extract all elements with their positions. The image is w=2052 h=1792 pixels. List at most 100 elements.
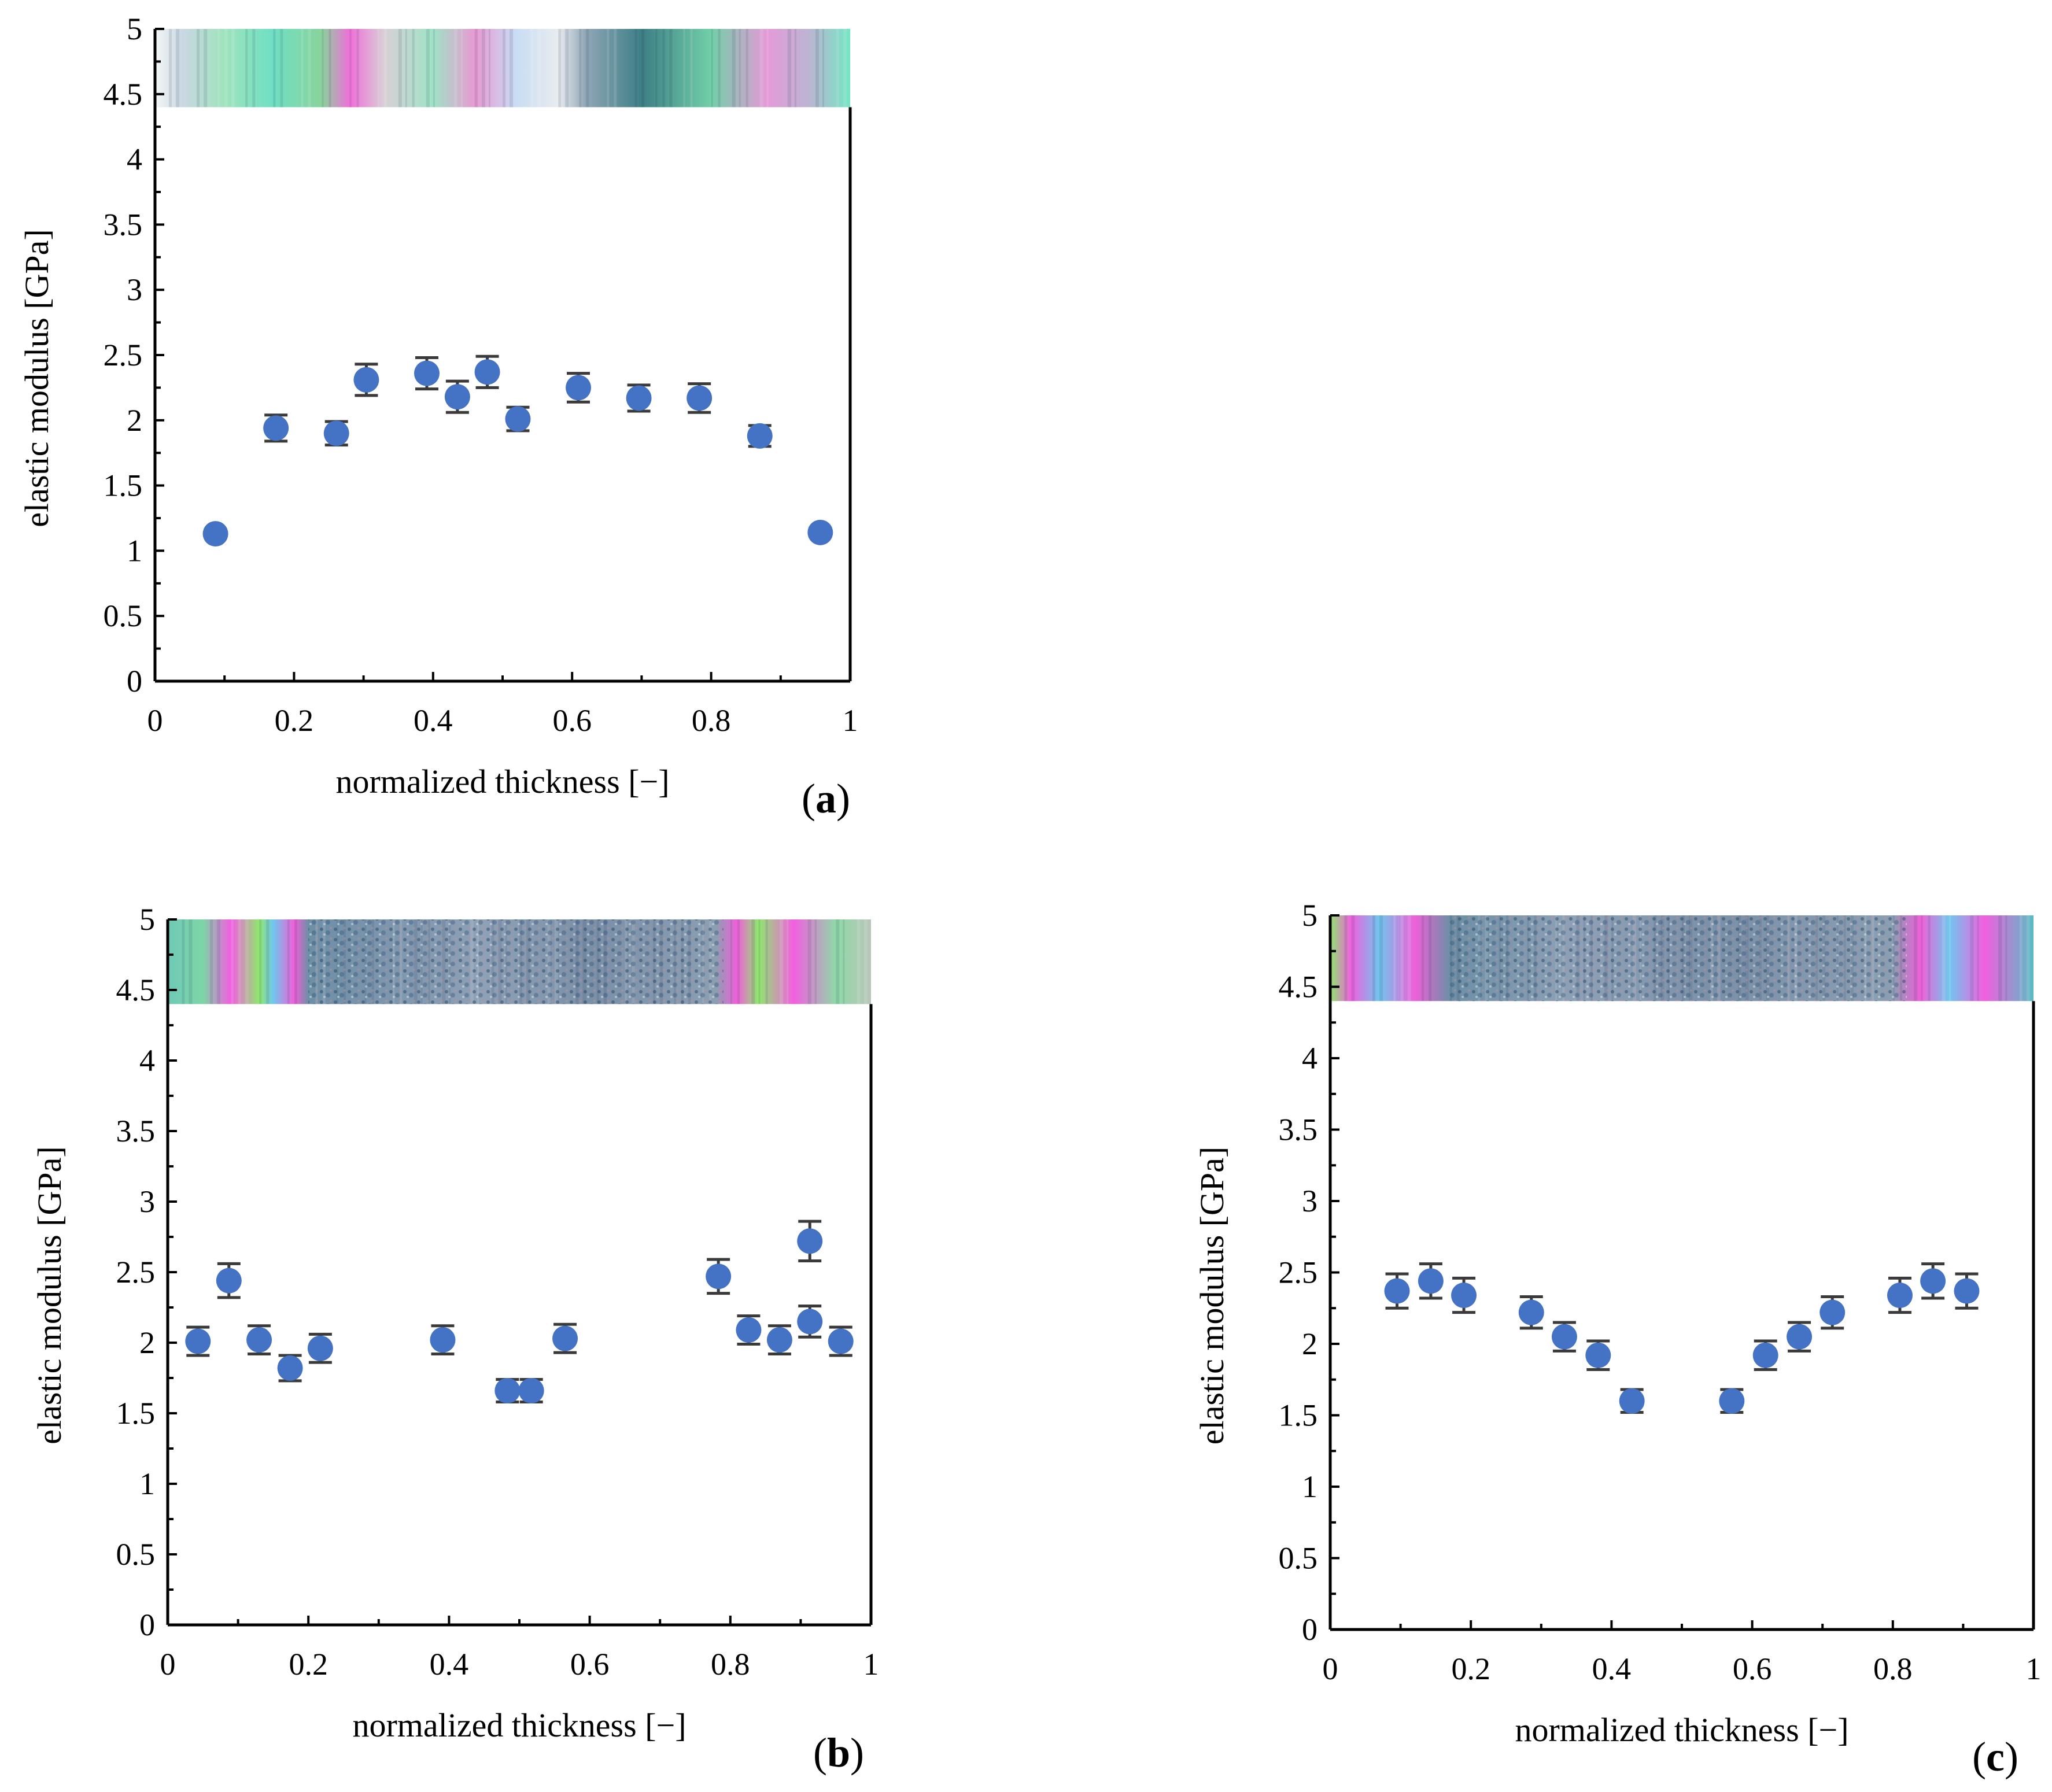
y-tick-label: 1.5 (104, 468, 143, 503)
y-tick-label: 3 (139, 1184, 155, 1219)
y-tick-label: 5 (1302, 898, 1317, 933)
x-tick-label: 0 (147, 703, 163, 738)
x-tick-label: 0.4 (430, 1647, 469, 1682)
x-axis-label: normalized thickness [−] (1515, 1711, 1848, 1749)
y-tick-label: 2.5 (104, 338, 143, 372)
y-tick-label: 4.5 (1279, 970, 1318, 1004)
marker (828, 1328, 854, 1354)
data-point (1719, 1388, 1745, 1414)
marker (1585, 1342, 1611, 1368)
marker (444, 384, 470, 410)
marker (307, 1335, 333, 1361)
data-point (323, 420, 349, 447)
y-tick-label: 1.5 (116, 1396, 156, 1431)
marker (552, 1325, 578, 1351)
y-tick-label: 2 (127, 403, 142, 438)
marker (797, 1228, 823, 1254)
y-tick-label: 3.5 (104, 207, 143, 242)
y-tick-label: 2.5 (1279, 1255, 1318, 1290)
micrograph-texture (308, 919, 724, 1004)
marker (185, 1328, 211, 1354)
x-axis-label: normalized thickness [−] (335, 763, 669, 800)
y-tick-label: 2 (139, 1325, 155, 1360)
data-point (430, 1324, 456, 1356)
y-tick-label: 5 (139, 902, 155, 937)
y-tick-label: 1 (139, 1466, 155, 1501)
x-tick-label: 0.2 (289, 1647, 328, 1682)
x-tick-label: 0 (1323, 1651, 1338, 1686)
y-tick-label: 3.5 (116, 1114, 156, 1148)
data-point (1954, 1272, 1980, 1310)
marker (202, 521, 228, 547)
marker (430, 1327, 456, 1353)
marker (687, 385, 713, 411)
data-point (474, 354, 500, 389)
marker (766, 1327, 792, 1353)
data-point (185, 1325, 211, 1357)
y-axis-label: elastic modulus [GPa] (18, 229, 56, 527)
data-point (444, 379, 470, 414)
panel-label: (c) (1972, 1734, 2018, 1780)
marker (1451, 1283, 1477, 1309)
y-tick-label: 4.5 (116, 973, 156, 1007)
y-tick-label: 4.5 (104, 77, 143, 112)
data-point (1384, 1272, 1410, 1310)
panel-b: 0 0.5 1 1.5 2 2.5 3 3.5 4 4.5 5 0 0.2 0.4 0.6 0.8 1 norma… (31, 902, 879, 1776)
x-tick-label: 1 (843, 703, 858, 738)
marker (1887, 1283, 1913, 1309)
x-tick-label: 0.8 (711, 1647, 750, 1682)
x-tick-label: 1 (2026, 1651, 2042, 1686)
data-point (494, 1377, 521, 1403)
data-point (414, 356, 440, 391)
x-axis-label: normalized thickness [−] (352, 1706, 686, 1744)
y-tick-label: 2 (1302, 1327, 1317, 1361)
marker (1954, 1278, 1980, 1304)
y-tick-label: 0 (139, 1608, 155, 1642)
data-point (1418, 1262, 1444, 1300)
x-tick-label: 0.4 (414, 703, 453, 738)
data-point (807, 519, 833, 545)
y-tick-label: 0.5 (1279, 1541, 1318, 1576)
x-tick-label: 0 (160, 1647, 176, 1682)
data-point (216, 1262, 242, 1299)
marker (216, 1268, 242, 1294)
y-tick-label: 1.5 (1279, 1398, 1318, 1433)
data-point (1518, 1295, 1544, 1330)
y-tick-label: 1 (1302, 1469, 1317, 1504)
y-tick-label: 3 (127, 272, 142, 307)
marker (1719, 1388, 1745, 1414)
y-tick-label: 0.5 (116, 1537, 156, 1572)
data-point (505, 405, 531, 433)
data-point (1551, 1321, 1577, 1353)
data-point (552, 1322, 578, 1354)
data-point (797, 1220, 823, 1262)
marker (323, 420, 349, 446)
y-axis-label: elastic modulus [GPa] (1193, 1147, 1231, 1444)
marker (414, 360, 440, 386)
marker (263, 415, 289, 441)
x-tick-label: 0.6 (552, 703, 592, 738)
data-point (1920, 1262, 1946, 1300)
marker (1518, 1299, 1544, 1325)
marker (1787, 1324, 1813, 1350)
data-point (736, 1314, 762, 1346)
data-point (518, 1377, 544, 1403)
y-axis-label: elastic modulus [GPa] (31, 1146, 68, 1444)
marker (1418, 1268, 1444, 1294)
data-point (747, 423, 773, 449)
marker (706, 1263, 732, 1289)
y-tick-label: 3 (1302, 1184, 1317, 1218)
marker (626, 385, 652, 411)
data-point (828, 1325, 854, 1357)
marker (1820, 1299, 1846, 1325)
data-point (797, 1305, 823, 1339)
data-point (353, 363, 379, 397)
x-tick-label: 1 (863, 1647, 879, 1682)
micrograph-strip (155, 29, 850, 108)
x-tick-label: 0.8 (1873, 1651, 1913, 1686)
marker (1752, 1342, 1778, 1368)
data-point (1787, 1321, 1813, 1353)
data-point (307, 1332, 333, 1364)
marker (1384, 1278, 1410, 1304)
marker (277, 1355, 303, 1381)
